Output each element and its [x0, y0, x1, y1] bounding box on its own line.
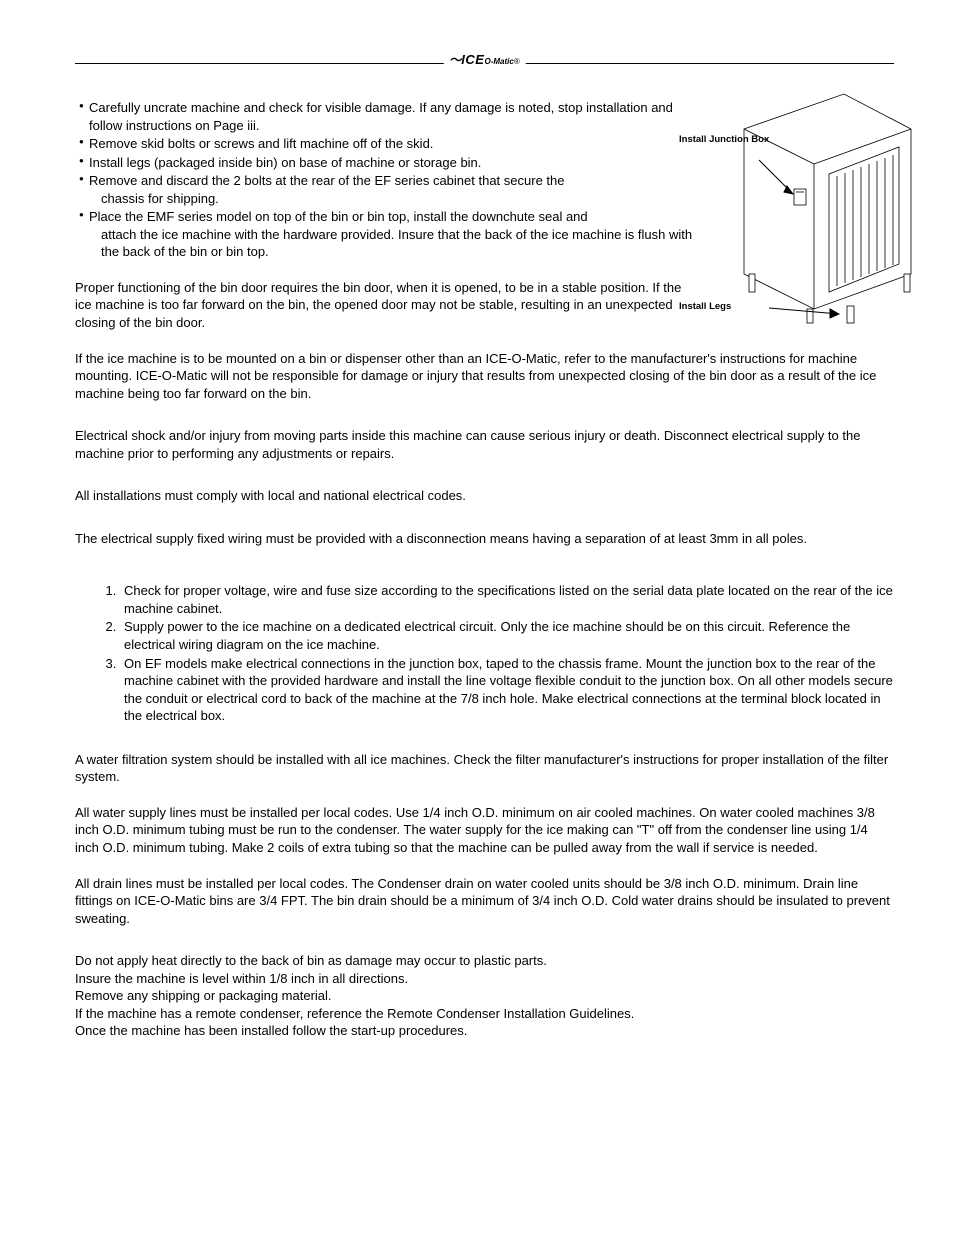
header: 〜ICEO-Matic®	[75, 55, 894, 71]
brand-reg: ®	[514, 57, 520, 66]
bullet-item: Place the EMF series model on top of the…	[75, 208, 700, 261]
final-line: If the machine has a remote condenser, r…	[75, 1005, 894, 1023]
top-block: Carefully uncrate machine and check for …	[75, 99, 894, 332]
bullet-item: Install legs (packaged inside bin) on ba…	[75, 154, 700, 172]
bullet-text: Carefully uncrate machine and check for …	[89, 100, 673, 133]
codes-paragraph: All installations must comply with local…	[75, 487, 894, 505]
step-item: On EF models make electrical connections…	[120, 655, 894, 725]
filter-paragraph: A water filtration system should be inst…	[75, 751, 894, 786]
brand-logo: 〜ICEO-Matic®	[443, 51, 525, 69]
bullet-item: Remove skid bolts or screws and lift mac…	[75, 135, 700, 153]
uncrate-bullets: Carefully uncrate machine and check for …	[75, 99, 700, 261]
drain-lines-paragraph: All drain lines must be installed per lo…	[75, 875, 894, 928]
brand-swoosh: 〜	[449, 53, 461, 67]
step-item: Check for proper voltage, wire and fuse …	[120, 582, 894, 617]
bullet-item: Carefully uncrate machine and check for …	[75, 99, 700, 134]
bin-door-paragraph: Proper functioning of the bin door requi…	[75, 279, 695, 332]
final-line: Once the machine has been installed foll…	[75, 1022, 894, 1040]
machine-drawing-icon	[699, 74, 924, 324]
machine-figure: Install Junction Box Install Legs	[699, 74, 924, 324]
mounting-other-paragraph: If the ice machine is to be mounted on a…	[75, 350, 894, 403]
bullet-cont: chassis for shipping.	[89, 190, 700, 208]
bullet-text: Place the EMF series model on top of the…	[89, 209, 588, 224]
top-text: Carefully uncrate machine and check for …	[75, 99, 700, 261]
electrical-steps: Check for proper voltage, wire and fuse …	[75, 582, 894, 724]
brand-ice: ICE	[461, 52, 484, 67]
final-line: Remove any shipping or packaging materia…	[75, 987, 894, 1005]
step-item: Supply power to the ice machine on a ded…	[120, 618, 894, 653]
final-notes: Do not apply heat directly to the back o…	[75, 952, 894, 1040]
wiring-paragraph: The electrical supply fixed wiring must …	[75, 530, 894, 548]
electrical-shock-paragraph: Electrical shock and/or injury from movi…	[75, 427, 894, 462]
final-line: Do not apply heat directly to the back o…	[75, 952, 894, 970]
bullet-text: Remove and discard the 2 bolts at the re…	[89, 173, 564, 188]
install-legs-label: Install Legs	[679, 301, 731, 314]
junction-box-label: Install Junction Box	[679, 134, 769, 147]
bullet-item: Remove and discard the 2 bolts at the re…	[75, 172, 700, 207]
final-line: Insure the machine is level within 1/8 i…	[75, 970, 894, 988]
bullet-cont: attach the ice machine with the hardware…	[89, 226, 700, 261]
bullet-text: Install legs (packaged inside bin) on ba…	[89, 155, 481, 170]
brand-omatic: O-Matic	[484, 57, 513, 66]
bullet-text: Remove skid bolts or screws and lift mac…	[89, 136, 433, 151]
supply-lines-paragraph: All water supply lines must be installed…	[75, 804, 894, 857]
